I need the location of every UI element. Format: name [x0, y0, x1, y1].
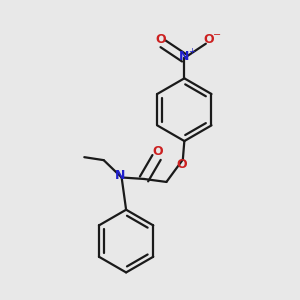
Text: O: O — [176, 158, 187, 171]
Text: +: + — [188, 47, 195, 56]
Text: −: − — [213, 30, 221, 40]
Text: O: O — [203, 33, 214, 46]
Text: N: N — [179, 50, 190, 63]
Text: O: O — [155, 33, 166, 46]
Text: O: O — [153, 145, 164, 158]
Text: N: N — [115, 169, 125, 182]
